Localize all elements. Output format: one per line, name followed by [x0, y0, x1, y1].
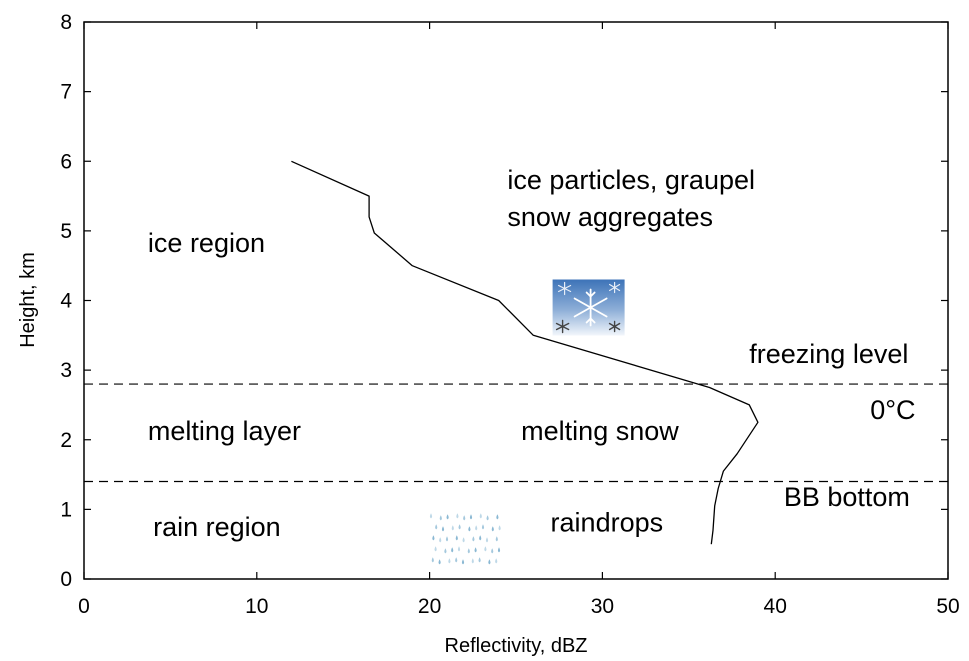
y-tick-label: 3 — [60, 359, 72, 382]
annotation: snow aggregates — [507, 202, 713, 232]
y-tick-label: 8 — [60, 11, 72, 34]
raindrop-mark — [472, 536, 475, 542]
raindrop-mark — [461, 559, 465, 565]
raindrop-mark — [469, 514, 473, 520]
annotation: rain region — [153, 512, 281, 542]
raindrop-mark — [495, 558, 498, 564]
annotation: melting snow — [521, 416, 679, 446]
raindrop-mark — [491, 526, 494, 532]
raindrop-mark — [498, 525, 501, 531]
raindrop-mark — [429, 513, 433, 519]
x-tick-label: 40 — [764, 595, 787, 618]
x-tick-label: 50 — [936, 595, 959, 618]
raindrop-mark — [497, 547, 501, 553]
annotation: BB bottom — [784, 482, 910, 512]
raindrop-mark — [441, 526, 445, 532]
raindrop-mark — [444, 548, 447, 554]
y-axis-label: Height, km — [17, 252, 39, 348]
raindrop-mark — [448, 558, 451, 564]
raindrop-mark — [431, 557, 434, 563]
raindrop-mark — [481, 524, 485, 530]
x-tick-labels: 0 10 20 30 40 50 — [78, 595, 960, 618]
raindrop-mark — [479, 513, 482, 519]
annotations: ice region ice particles, graupel snow agg… — [148, 165, 916, 542]
raindrop-mark — [451, 547, 454, 553]
raindrop-mark — [485, 537, 489, 543]
raindrop-mark — [478, 557, 481, 563]
y-tick-label: 7 — [60, 81, 72, 104]
y-tick-label: 0 — [60, 568, 72, 591]
raindrop-mark — [457, 546, 461, 552]
raindrop-mark — [435, 524, 438, 530]
raindrop-mark — [446, 514, 449, 520]
raindrop-mark — [467, 548, 470, 554]
series — [291, 160, 759, 545]
raindrop-mark — [432, 535, 435, 541]
annotation: melting layer — [148, 416, 301, 446]
raindrop-mark — [496, 514, 499, 520]
raindrop-mark — [484, 546, 487, 552]
raindrop-mark — [458, 524, 461, 530]
raindrop-mark — [468, 526, 471, 532]
y-tick-labels: 0 1 2 3 4 5 6 7 8 — [60, 11, 72, 591]
annotation: raindrops — [551, 508, 664, 538]
y-tick-label: 1 — [60, 498, 72, 521]
y-tick-label: 4 — [60, 290, 72, 313]
x-tick-label: 20 — [418, 595, 441, 618]
annotation: 0°C — [870, 395, 915, 425]
series-line — [291, 160, 759, 545]
raindrop-mark — [463, 515, 466, 521]
raindrop-mark — [475, 525, 478, 531]
y-tick-label: 6 — [60, 150, 72, 173]
annotation: freezing level — [749, 339, 908, 369]
raindrop-mark — [455, 557, 458, 563]
raindrop-mark — [486, 515, 489, 521]
raindrop-mark — [491, 548, 494, 554]
raindrops-icon — [429, 513, 501, 565]
raindrop-mark — [438, 559, 441, 565]
raindrop-mark — [488, 559, 491, 565]
raindrop-mark — [434, 546, 437, 552]
annotation: ice region — [148, 228, 265, 258]
raindrop-mark — [451, 525, 454, 531]
y-tick-label: 2 — [60, 429, 72, 452]
x-tick-label: 30 — [591, 595, 614, 618]
raindrop-mark — [495, 536, 498, 542]
ticks — [83, 21, 949, 580]
raindrop-mark — [462, 537, 465, 543]
raindrop-mark — [455, 535, 458, 541]
snowflake-icon — [552, 279, 625, 336]
reference-lines — [84, 383, 948, 483]
raindrop-mark — [471, 558, 474, 564]
annotation: ice particles, graupel — [507, 165, 755, 195]
raindrop-mark — [456, 513, 459, 519]
y-tick-label: 5 — [60, 220, 72, 243]
x-tick-label: 10 — [245, 595, 268, 618]
x-axis-label: Reflectivity, dBZ — [445, 635, 588, 657]
raindrop-mark — [439, 515, 442, 521]
x-tick-label: 0 — [78, 595, 90, 618]
raindrop-mark — [479, 535, 482, 541]
raindrop-mark — [439, 537, 442, 543]
raindrop-mark — [474, 547, 477, 553]
raindrop-mark — [445, 536, 449, 542]
